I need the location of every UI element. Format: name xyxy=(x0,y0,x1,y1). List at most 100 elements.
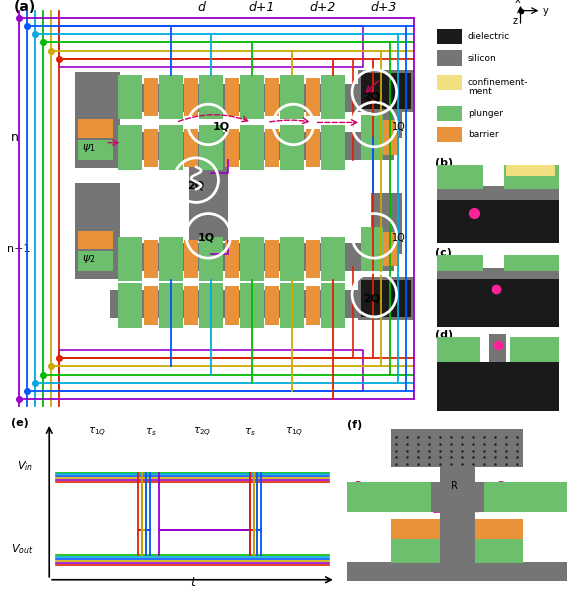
Bar xyxy=(225,240,239,278)
Bar xyxy=(358,277,414,320)
Bar xyxy=(78,140,113,160)
Bar xyxy=(199,237,223,281)
Bar xyxy=(437,127,462,142)
Bar xyxy=(391,428,523,467)
Bar xyxy=(358,70,414,112)
Bar xyxy=(321,237,345,281)
Bar xyxy=(479,482,567,512)
Bar xyxy=(118,283,142,328)
Bar xyxy=(361,115,383,160)
Text: $V_{out}$: $V_{out}$ xyxy=(10,542,34,556)
Bar xyxy=(361,73,411,109)
Bar xyxy=(78,119,113,137)
Bar xyxy=(184,286,198,325)
Text: 2Q: 2Q xyxy=(363,91,380,101)
Text: z: z xyxy=(512,16,517,26)
Text: $\varphi$: $\varphi$ xyxy=(444,547,453,559)
Bar xyxy=(437,50,462,66)
Text: $\tau_s$: $\tau_s$ xyxy=(145,427,157,439)
Bar xyxy=(159,283,183,328)
Bar xyxy=(240,283,264,328)
Bar xyxy=(383,232,399,266)
Bar xyxy=(391,539,523,563)
Text: n: n xyxy=(11,131,19,144)
Bar xyxy=(280,237,305,281)
Text: d+2: d+2 xyxy=(310,1,336,14)
Bar xyxy=(437,279,559,327)
Bar xyxy=(118,75,142,119)
Bar xyxy=(240,125,264,170)
Bar xyxy=(184,78,198,116)
Text: $\psi$: $\psi$ xyxy=(420,495,428,507)
Text: t: t xyxy=(190,577,195,589)
Text: 1Q: 1Q xyxy=(391,122,405,131)
Bar xyxy=(437,255,483,271)
Bar xyxy=(437,186,559,200)
Bar xyxy=(504,255,559,271)
Bar xyxy=(110,289,394,318)
Text: $\tau_{1Q}$: $\tau_{1Q}$ xyxy=(88,426,106,439)
Text: 1Q: 1Q xyxy=(213,122,230,131)
Bar xyxy=(189,140,228,241)
Text: $V_{in}$: $V_{in}$ xyxy=(17,459,34,473)
Bar xyxy=(225,78,239,116)
Bar xyxy=(75,183,120,280)
Bar xyxy=(110,131,394,160)
Bar xyxy=(437,29,462,44)
Text: n+1: n+1 xyxy=(7,244,30,254)
Text: 2Q: 2Q xyxy=(363,293,380,304)
Bar xyxy=(437,337,479,362)
Text: $\psi_2$: $\psi_2$ xyxy=(82,253,95,265)
Bar xyxy=(78,251,113,271)
Text: confinement-: confinement- xyxy=(468,78,528,87)
Text: $\tau_{2Q}$: $\tau_{2Q}$ xyxy=(193,426,211,439)
Bar xyxy=(440,509,475,540)
Text: $\tau_{1Q}$: $\tau_{1Q}$ xyxy=(285,426,303,439)
Bar xyxy=(225,286,239,325)
Bar xyxy=(431,482,444,512)
Bar xyxy=(361,280,411,317)
Text: R: R xyxy=(451,481,457,491)
Bar xyxy=(110,243,394,271)
Bar xyxy=(391,519,523,540)
Text: d: d xyxy=(197,1,205,14)
Text: (f): (f) xyxy=(347,421,362,430)
Bar xyxy=(321,283,345,328)
Text: ment: ment xyxy=(468,87,492,96)
Bar xyxy=(280,283,305,328)
Bar xyxy=(110,84,394,112)
Text: $\psi_1$: $\psi_1$ xyxy=(82,142,96,154)
Bar xyxy=(347,482,435,512)
Bar xyxy=(510,337,559,362)
Bar xyxy=(347,562,567,581)
Bar xyxy=(118,237,142,281)
Bar xyxy=(437,362,559,411)
Text: dielectric: dielectric xyxy=(468,32,510,41)
Bar xyxy=(489,327,507,362)
Text: (e): (e) xyxy=(11,418,29,428)
Bar xyxy=(437,268,559,279)
Bar xyxy=(440,539,475,563)
Text: $\tau_s$: $\tau_s$ xyxy=(244,427,256,439)
Text: d+1: d+1 xyxy=(249,1,275,14)
Bar xyxy=(159,125,183,170)
Text: (b): (b) xyxy=(435,158,453,168)
Bar xyxy=(437,164,483,189)
Text: silicon: silicon xyxy=(468,53,496,62)
Text: 1Q: 1Q xyxy=(197,233,215,243)
Bar xyxy=(240,75,264,119)
Bar xyxy=(321,125,345,170)
Bar xyxy=(199,125,223,170)
Text: barrier: barrier xyxy=(468,130,499,139)
Bar xyxy=(265,78,279,116)
Bar xyxy=(75,72,120,168)
Bar xyxy=(159,237,183,281)
Bar xyxy=(78,231,113,249)
Bar xyxy=(144,128,157,167)
Bar xyxy=(225,128,239,167)
Bar xyxy=(371,77,402,137)
Text: plunger: plunger xyxy=(468,109,503,118)
Bar xyxy=(144,78,157,116)
Bar xyxy=(471,482,484,512)
Bar xyxy=(306,286,320,325)
